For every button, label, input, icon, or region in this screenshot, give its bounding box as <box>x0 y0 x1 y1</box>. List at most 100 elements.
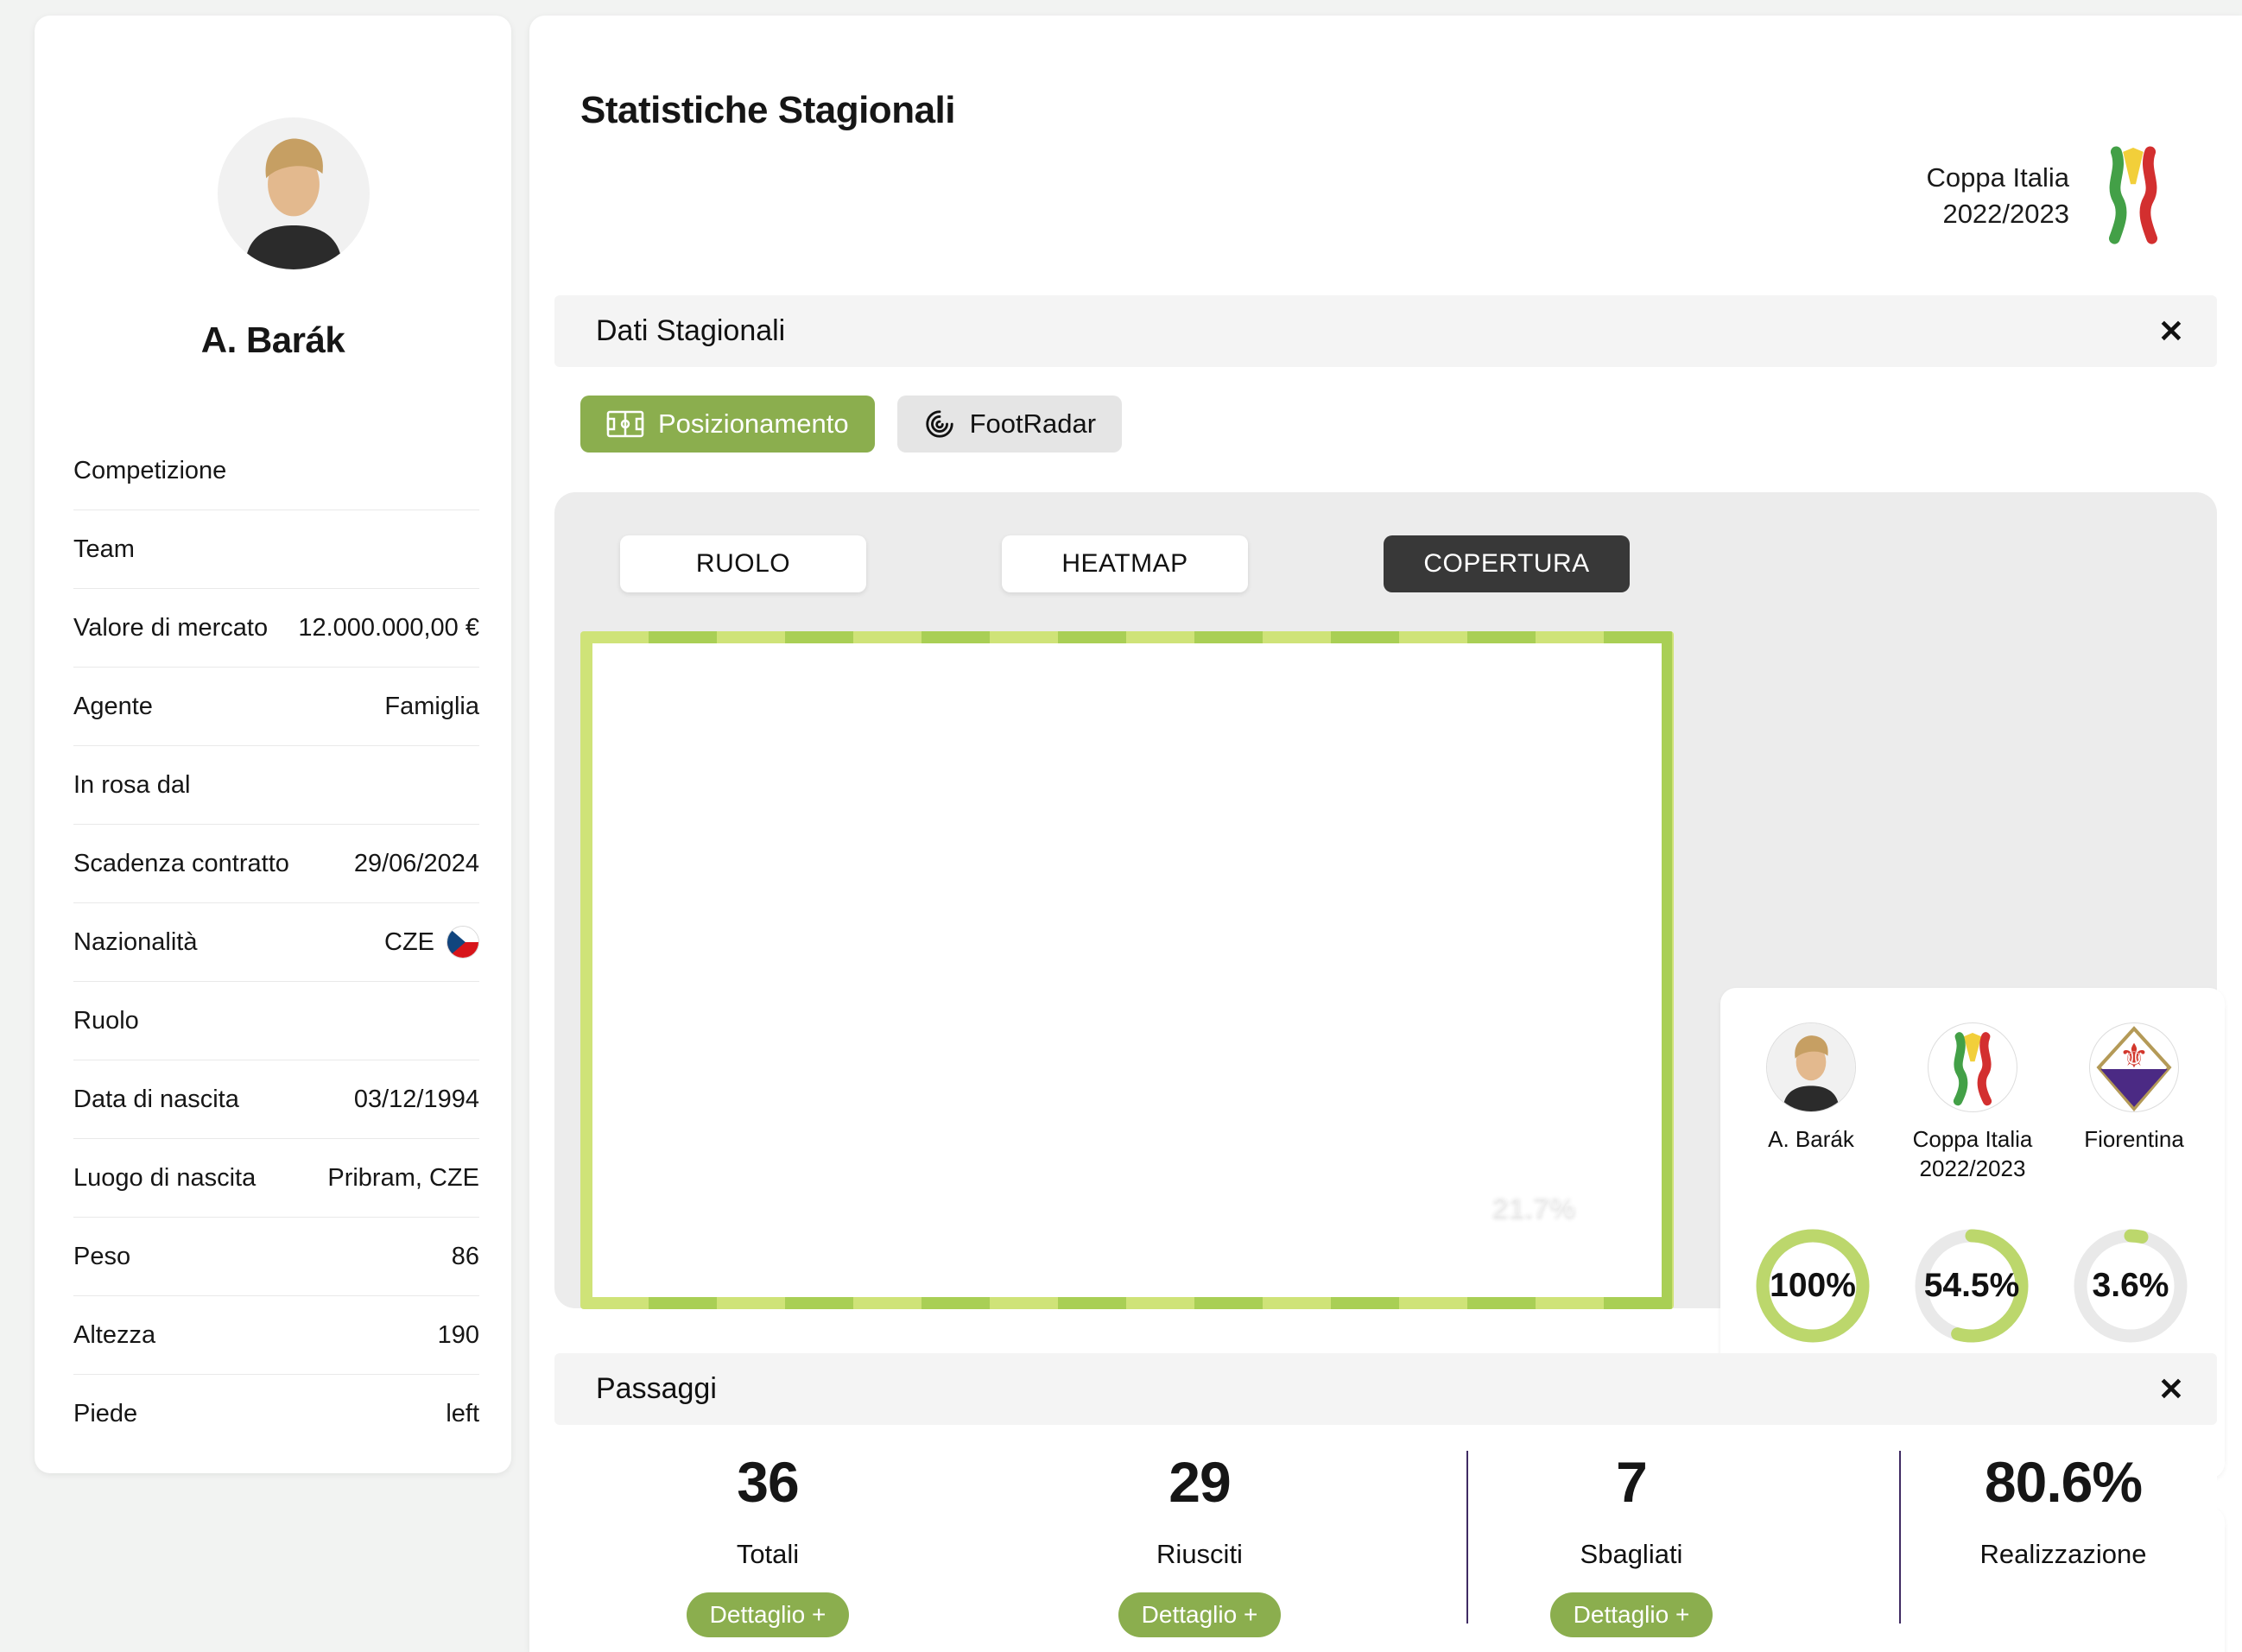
donut-partite: 100% <box>1748 1221 1878 1351</box>
field-label: Luogo di nascita <box>73 1163 256 1192</box>
zone-main-value: 23.9% <box>596 647 1658 1294</box>
field-row: Ruolo <box>73 982 479 1060</box>
player-fields: Competizione Team Valore di mercato 12.00… <box>73 432 479 1453</box>
entity-team: ⚜ Fiorentina <box>2056 1022 2212 1154</box>
close-icon[interactable]: ✕ <box>2157 1370 2184 1407</box>
dati-stagionali-title: Dati Stagionali <box>596 314 786 347</box>
field-label: Ruolo <box>73 1006 139 1035</box>
fiorentina-crest: ⚜ <box>2089 1022 2179 1112</box>
pitch-icon <box>606 410 644 438</box>
main-panel: Statistiche Stagionali Coppa Italia 2022… <box>529 16 2242 1652</box>
zone-sub-value: 21.7% <box>1492 1190 1576 1224</box>
passaggi-title: Passaggi <box>596 1372 717 1405</box>
field-row: Peso 86 <box>73 1218 479 1296</box>
field-value: left <box>446 1400 479 1427</box>
field-row: Altezza 190 <box>73 1296 479 1375</box>
field-value: Famiglia <box>384 692 479 720</box>
tab-label: Posizionamento <box>658 408 849 439</box>
field-row: Agente Famiglia <box>73 668 479 746</box>
field-label: Scadenza contratto <box>73 849 289 877</box>
field-value: 03/12/1994 <box>353 1085 479 1113</box>
field-row: Nazionalità CZE <box>73 903 479 982</box>
tab-label: FootRadar <box>969 408 1097 439</box>
field-row: Valore di mercato 12.000.000,00 € <box>73 589 479 668</box>
entity-label2: 2022/2023 <box>1919 1155 2026 1181</box>
field-label: Piede <box>73 1400 138 1427</box>
player-avatar-illustration <box>218 117 370 269</box>
field-value: 86 <box>451 1242 479 1270</box>
competition-season: 2022/2023 <box>1942 199 2069 229</box>
field-label: Altezza <box>73 1320 156 1349</box>
player-avatar <box>1766 1022 1856 1112</box>
button-ruolo[interactable]: RUOLO <box>620 535 866 592</box>
column-divider <box>1466 1451 1468 1624</box>
radar-spiral-icon <box>925 410 953 438</box>
player-name: A. Barák <box>200 320 345 360</box>
stat-value: 7 <box>1616 1450 1648 1514</box>
donut-percent: 3.6% <box>2092 1267 2169 1304</box>
field-row: Team <box>73 510 479 589</box>
stat-value: 80.6% <box>1984 1450 2143 1514</box>
tab-footradar[interactable]: FootRadar <box>896 396 1123 453</box>
positioning-panel: RUOLO HEATMAP COPERTURA <box>554 492 2225 1652</box>
entity-label: A. Barák <box>1768 1126 1854 1152</box>
field-row: In rosa dal <box>73 746 479 825</box>
entity-player: A. Barák <box>1733 1022 1889 1154</box>
coppa-italia-badge <box>1928 1022 2017 1112</box>
close-icon[interactable]: ✕ <box>2157 313 2184 349</box>
stat-totali: 36 Totali Dettaglio + <box>604 1449 932 1637</box>
field-label: Agente <box>73 692 153 720</box>
donut-tocchi: 3.6% <box>2066 1221 2195 1351</box>
passaggi-body: 36 Totali Dettaglio + 29 Riusciti Dettag… <box>554 1425 2217 1652</box>
field-label: In rosa dal <box>73 770 191 799</box>
field-row: Scadenza contratto 29/06/2024 <box>73 825 479 903</box>
competition-name: Coppa Italia <box>1926 162 2069 193</box>
stat-label: Sbagliati <box>1580 1539 1683 1569</box>
donut-percent: 54.5% <box>1923 1267 2020 1304</box>
field-value: 29/06/2024 <box>353 849 479 877</box>
donut-percent: 100% <box>1770 1267 1856 1304</box>
donut-minuti: 54.5% <box>1907 1221 2036 1351</box>
svg-text:⚜: ⚜ <box>2119 1037 2150 1076</box>
field-label: Peso <box>73 1242 131 1270</box>
field-row: Luogo di nascita Pribram, CZE <box>73 1139 479 1218</box>
field-row: Piede left <box>73 1375 479 1453</box>
dettaglio-button[interactable]: Dettaglio + <box>1118 1592 1281 1637</box>
column-divider <box>1899 1451 1901 1624</box>
page-title: Statistiche Stagionali <box>580 89 955 131</box>
field-label: Competizione <box>73 456 227 484</box>
player-sidebar: A. Barák Competizione Team Valore di mer… <box>35 16 511 1473</box>
dettaglio-button[interactable]: Dettaglio + <box>1550 1592 1713 1637</box>
field-label: Data di nascita <box>73 1085 239 1113</box>
czech-flag-icon <box>446 926 479 959</box>
stat-sbagliati: 7 Sbagliati Dettaglio + <box>1467 1449 1796 1637</box>
competition-header: Coppa Italia 2022/2023 <box>1927 145 2176 247</box>
field-row: Data di nascita 03/12/1994 <box>73 1060 479 1139</box>
field-label: Nazionalità <box>73 927 198 956</box>
stat-riusciti: 29 Riusciti Dettaglio + <box>1036 1449 1364 1637</box>
button-heatmap[interactable]: HEATMAP <box>1002 535 1248 592</box>
stat-label: Riusciti <box>1156 1539 1243 1569</box>
field-label: Team <box>73 535 135 563</box>
passaggi-header: Passaggi ✕ <box>554 1353 2217 1425</box>
stat-label: Realizzazione <box>1979 1539 2147 1569</box>
field-value: Pribram, CZE <box>327 1163 479 1192</box>
field-row: Competizione <box>73 432 479 510</box>
button-copertura[interactable]: COPERTURA <box>1384 535 1630 592</box>
field-value: 190 <box>437 1320 479 1349</box>
entity-competition: Coppa Italia 2022/2023 <box>1895 1022 2050 1183</box>
dettaglio-button[interactable]: Dettaglio + <box>687 1592 849 1637</box>
tab-posizionamento[interactable]: Posizionamento <box>580 396 875 453</box>
stat-value: 36 <box>737 1450 799 1514</box>
view-tabs: Posizionamento FootRadar <box>580 396 1123 453</box>
field-label: Valore di mercato <box>73 613 269 642</box>
stat-realizzazione: 80.6% Realizzazione <box>1899 1449 2227 1570</box>
field-value: 12.000.000,00 € <box>298 613 479 642</box>
dati-stagionali-header: Dati Stagionali ✕ <box>554 295 2217 367</box>
coverage-heatmap: 0.0% 2.2% 2.2% 0.0% 17.4% 17.4% 0.0% + 2… <box>596 647 1658 1294</box>
entity-label: Coppa Italia <box>1912 1126 2033 1152</box>
nationality-code: CZE <box>384 927 434 956</box>
entity-label: Fiorentina <box>2084 1126 2184 1152</box>
field-value: CZE <box>384 926 479 959</box>
